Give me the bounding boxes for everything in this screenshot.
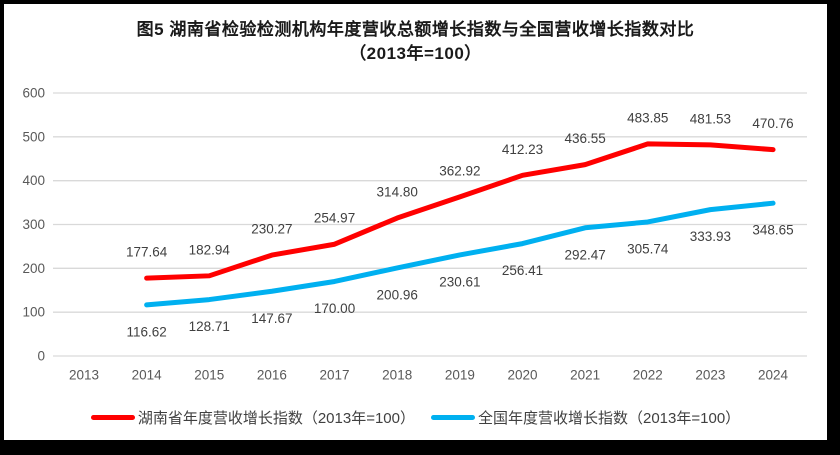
- data-label-series-0: 314.80: [377, 185, 418, 200]
- x-tick-label: 2017: [320, 368, 350, 383]
- data-label-series-1: 256.41: [502, 263, 543, 278]
- data-label-series-0: 470.76: [752, 116, 793, 131]
- line-chart-plot: 0 100 200 300 400 500 600 2013 2014 2015 2016 2017 2…: [22, 86, 807, 383]
- x-tick-label: 2019: [445, 368, 475, 383]
- data-label-series-1: 116.62: [126, 324, 166, 339]
- y-tick-label: 200: [22, 261, 45, 276]
- data-label-series-0: 177.64: [126, 245, 168, 260]
- data-label-series-1: 292.47: [564, 247, 605, 262]
- data-label-series-1: 305.74: [627, 241, 669, 256]
- series-line-0: [144, 141, 776, 281]
- chart-subtitle: （2013年=100）: [349, 44, 482, 63]
- data-label-series-1: 348.65: [752, 223, 793, 238]
- data-label-series-1: 147.67: [251, 311, 292, 326]
- data-label-series-0: 412.23: [502, 142, 543, 157]
- series-line-1: [144, 200, 776, 308]
- y-tick-label: 400: [22, 173, 45, 188]
- x-tick-label: 2020: [507, 368, 537, 383]
- data-label-series-1: 333.93: [690, 229, 731, 244]
- x-tick-label: 2024: [758, 368, 789, 383]
- x-tick-label: 2015: [194, 368, 224, 383]
- x-tick-label: 2014: [132, 368, 163, 383]
- data-label-series-0: 362.92: [439, 163, 480, 178]
- data-label-series-1: 128.71: [189, 319, 230, 334]
- x-tick-label: 2021: [570, 368, 600, 383]
- data-label-series-0: 254.97: [314, 211, 355, 226]
- x-tick-label: 2013: [69, 368, 99, 383]
- legend-swatch-hunan: [90, 414, 135, 420]
- chart-title-block: 图5 湖南省检验检测机构年度营收总额增长指数与全国营收增长指数对比 （2013年…: [4, 18, 827, 66]
- data-label-series-0: 481.53: [690, 111, 731, 126]
- legend-item-national: 全国年度营收增长指数（2013年=100）: [431, 407, 740, 428]
- legend-swatch-national: [431, 414, 475, 420]
- y-tick-label: 100: [22, 305, 45, 320]
- y-tick-label: 300: [22, 217, 45, 232]
- data-label-series-0: 182.94: [189, 242, 231, 257]
- x-tick-label: 2023: [695, 368, 725, 383]
- legend-item-hunan: 湖南省年度营收增长指数（2013年=100）: [90, 407, 415, 428]
- x-tick-label: 2022: [633, 368, 663, 383]
- y-tick-label: 600: [22, 86, 45, 101]
- data-label-series-1: 230.61: [439, 274, 480, 289]
- y-tick-label: 500: [22, 129, 45, 144]
- data-label-series-1: 170.00: [314, 301, 355, 316]
- x-tick-label: 2018: [382, 368, 412, 383]
- data-label-series-0: 230.27: [251, 222, 292, 237]
- x-tick-label: 2016: [257, 368, 287, 383]
- data-label-series-0: 436.55: [564, 131, 605, 146]
- chart-legend: 湖南省年度营收增长指数（2013年=100） 全国年度营收增长指数（2013年=…: [4, 406, 827, 428]
- legend-label-hunan: 湖南省年度营收增长指数（2013年=100）: [137, 409, 415, 427]
- data-label-series-0: 483.85: [627, 110, 668, 125]
- chart-title: 图5 湖南省检验检测机构年度营收总额增长指数与全国营收增长指数对比: [136, 20, 695, 39]
- y-tick-label: 0: [37, 349, 45, 364]
- data-label-series-1: 200.96: [377, 287, 418, 302]
- chart-frame: 图5 湖南省检验检测机构年度营收总额增长指数与全国营收增长指数对比 （2013年…: [4, 4, 827, 440]
- legend-label-national: 全国年度营收增长指数（2013年=100）: [478, 409, 741, 427]
